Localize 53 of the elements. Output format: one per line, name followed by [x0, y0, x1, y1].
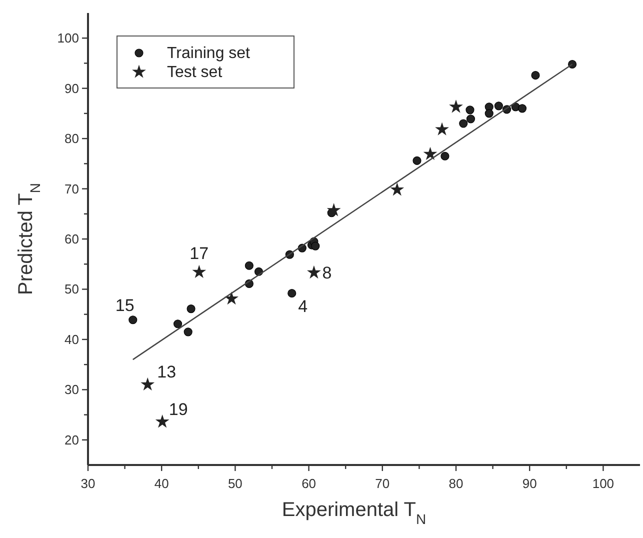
x-tick-label: 30 [80, 476, 96, 491]
point [466, 106, 474, 114]
x-tick-label: 70 [375, 476, 390, 491]
annotation: 13 [157, 362, 176, 382]
y-tick-label: 90 [64, 80, 79, 96]
point [459, 119, 468, 128]
annotation: 15 [115, 296, 134, 315]
point [128, 316, 138, 324]
annotation: 4 [298, 297, 308, 316]
y-tick-label: 50 [64, 282, 79, 297]
point [494, 102, 503, 110]
x-tick-label: 100 [592, 476, 614, 491]
point [186, 304, 196, 314]
y-tick-label: 80 [64, 131, 79, 146]
y-tick-label: 60 [64, 232, 79, 246]
point [435, 122, 449, 136]
point [174, 320, 182, 328]
point [423, 146, 438, 160]
point [568, 60, 577, 69]
annotation: 19 [168, 400, 188, 419]
y-tick-label: 20 [64, 432, 79, 448]
y-tick-label: 100 [57, 30, 79, 46]
point [184, 328, 192, 336]
legend-label: Training set [167, 45, 251, 62]
point [466, 114, 476, 124]
point [244, 261, 254, 270]
point [449, 100, 463, 113]
point [412, 156, 422, 165]
point [155, 414, 170, 428]
point [326, 203, 341, 216]
point [440, 152, 450, 160]
x-axis-title: Experimental T$_{N}$ [282, 499, 426, 527]
point [288, 288, 296, 298]
y-tick-label: 40 [64, 332, 79, 347]
annotation: 17 [190, 244, 209, 264]
y-tick-label: 30 [64, 382, 79, 398]
point [531, 70, 540, 80]
x-tick-label: 90 [522, 476, 537, 491]
point [311, 242, 320, 250]
annotation: 8 [322, 264, 332, 283]
point [224, 291, 238, 305]
x-tick-label: 50 [228, 476, 242, 491]
point [390, 182, 404, 196]
point [140, 377, 155, 391]
point [518, 104, 527, 113]
legend-label: Test set [167, 64, 223, 81]
x-tick-label: 60 [302, 476, 316, 491]
point [484, 109, 494, 118]
x-tick-label: 80 [448, 476, 464, 491]
point [307, 265, 321, 279]
point [192, 264, 206, 278]
y-tick-label: 70 [64, 181, 79, 196]
x-tick-label: 40 [154, 476, 169, 491]
